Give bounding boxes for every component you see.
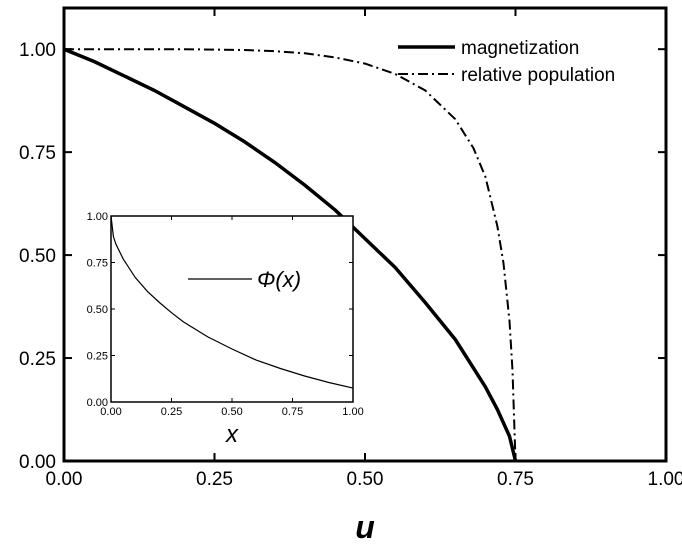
inset-x-tick-label: 1.00 <box>342 406 363 418</box>
main-plot: 0.00 0.25 0.50 0.75 1.00 0.00 0.25 0.50 0.75 1.00… <box>19 6 682 545</box>
main-x-tick-label: 0.75 <box>497 469 534 490</box>
main-y-tick-label: 1.00 <box>19 40 56 61</box>
main-y-tick-label: 0.25 <box>19 349 56 370</box>
inset-y-tick-label: 1.00 <box>87 211 108 223</box>
main-x-tick-label: 0.25 <box>196 469 233 490</box>
inset-plot: 0.00 0.25 0.50 0.75 1.00 0.00 0.25 0.50 0.75 1.00… <box>87 211 364 448</box>
main-x-tick-label: 0.50 <box>347 469 384 490</box>
inset-series-line-0 <box>110 215 354 389</box>
main-x-tick-label: 1.00 <box>648 469 682 490</box>
inset-frame <box>110 215 354 403</box>
inset-x-tick-label: 0.25 <box>161 406 182 418</box>
inset-legend-label-0: Φ(x) <box>257 267 301 292</box>
main-y-tick-label: 0.50 <box>19 246 56 267</box>
inset-y-tick-label: 0.75 <box>87 258 108 270</box>
inset-y-tick-label: 0.00 <box>87 397 108 409</box>
inset-x-tick-label: 0.00 <box>100 406 121 418</box>
inset-x-tick-label: 0.75 <box>282 406 303 418</box>
inset-y-tick-label: 0.50 <box>87 304 108 316</box>
inset-y-tick-label: 0.25 <box>87 351 108 363</box>
inset-x-axis-label: x <box>225 421 239 448</box>
inset-x-tick-label: 0.50 <box>221 406 242 418</box>
main-x-tick-label: 0.00 <box>46 469 83 490</box>
series-line-0 <box>63 47 518 462</box>
main-x-axis-label: u <box>355 509 375 545</box>
main-y-tick-label: 0.00 <box>19 452 56 473</box>
main-y-tick-label: 0.75 <box>19 143 56 164</box>
legend-label-0: magnetization <box>461 38 579 59</box>
legend-label-1: relative population <box>461 65 615 86</box>
